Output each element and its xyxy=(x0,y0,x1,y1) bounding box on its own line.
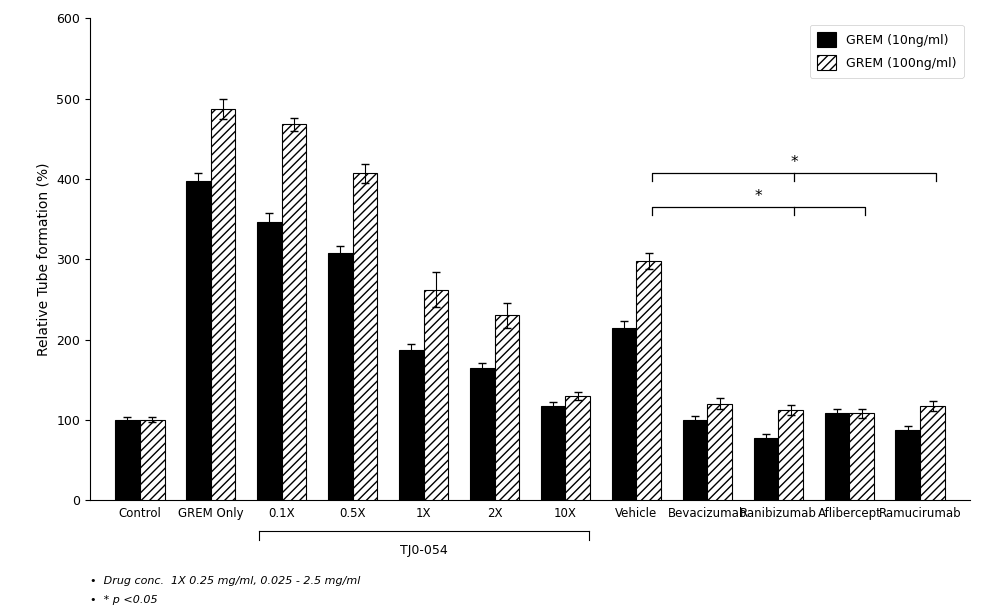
Bar xyxy=(495,315,519,500)
Bar xyxy=(612,328,636,500)
Bar xyxy=(115,420,140,500)
Bar xyxy=(754,439,778,500)
Bar xyxy=(825,414,849,500)
Bar xyxy=(683,420,707,500)
Text: *: * xyxy=(755,189,763,204)
Bar xyxy=(565,396,590,500)
Bar xyxy=(895,429,920,500)
Text: TJ0-054: TJ0-054 xyxy=(400,544,447,558)
Bar xyxy=(353,173,377,500)
Bar xyxy=(140,420,165,500)
Bar xyxy=(541,406,565,500)
Bar xyxy=(328,253,353,500)
Bar xyxy=(186,181,211,500)
Bar xyxy=(849,414,874,500)
Bar xyxy=(257,221,282,500)
Legend: GREM (10ng/ml), GREM (100ng/ml): GREM (10ng/ml), GREM (100ng/ml) xyxy=(810,24,964,77)
Bar xyxy=(636,261,661,500)
Bar xyxy=(282,124,306,500)
Bar xyxy=(399,350,424,500)
Bar xyxy=(707,404,732,500)
Text: •  Drug conc.  1X 0.25 mg/ml, 0.025 - 2.5 mg/ml: • Drug conc. 1X 0.25 mg/ml, 0.025 - 2.5 … xyxy=(90,576,360,586)
Bar xyxy=(211,109,235,500)
Bar xyxy=(920,406,945,500)
Bar xyxy=(778,411,803,500)
Text: •  * p <0.05: • * p <0.05 xyxy=(90,595,158,605)
Bar xyxy=(470,368,495,500)
Text: *: * xyxy=(791,155,798,170)
Y-axis label: Relative Tube formation (%): Relative Tube formation (%) xyxy=(37,162,51,356)
Bar xyxy=(424,290,448,500)
